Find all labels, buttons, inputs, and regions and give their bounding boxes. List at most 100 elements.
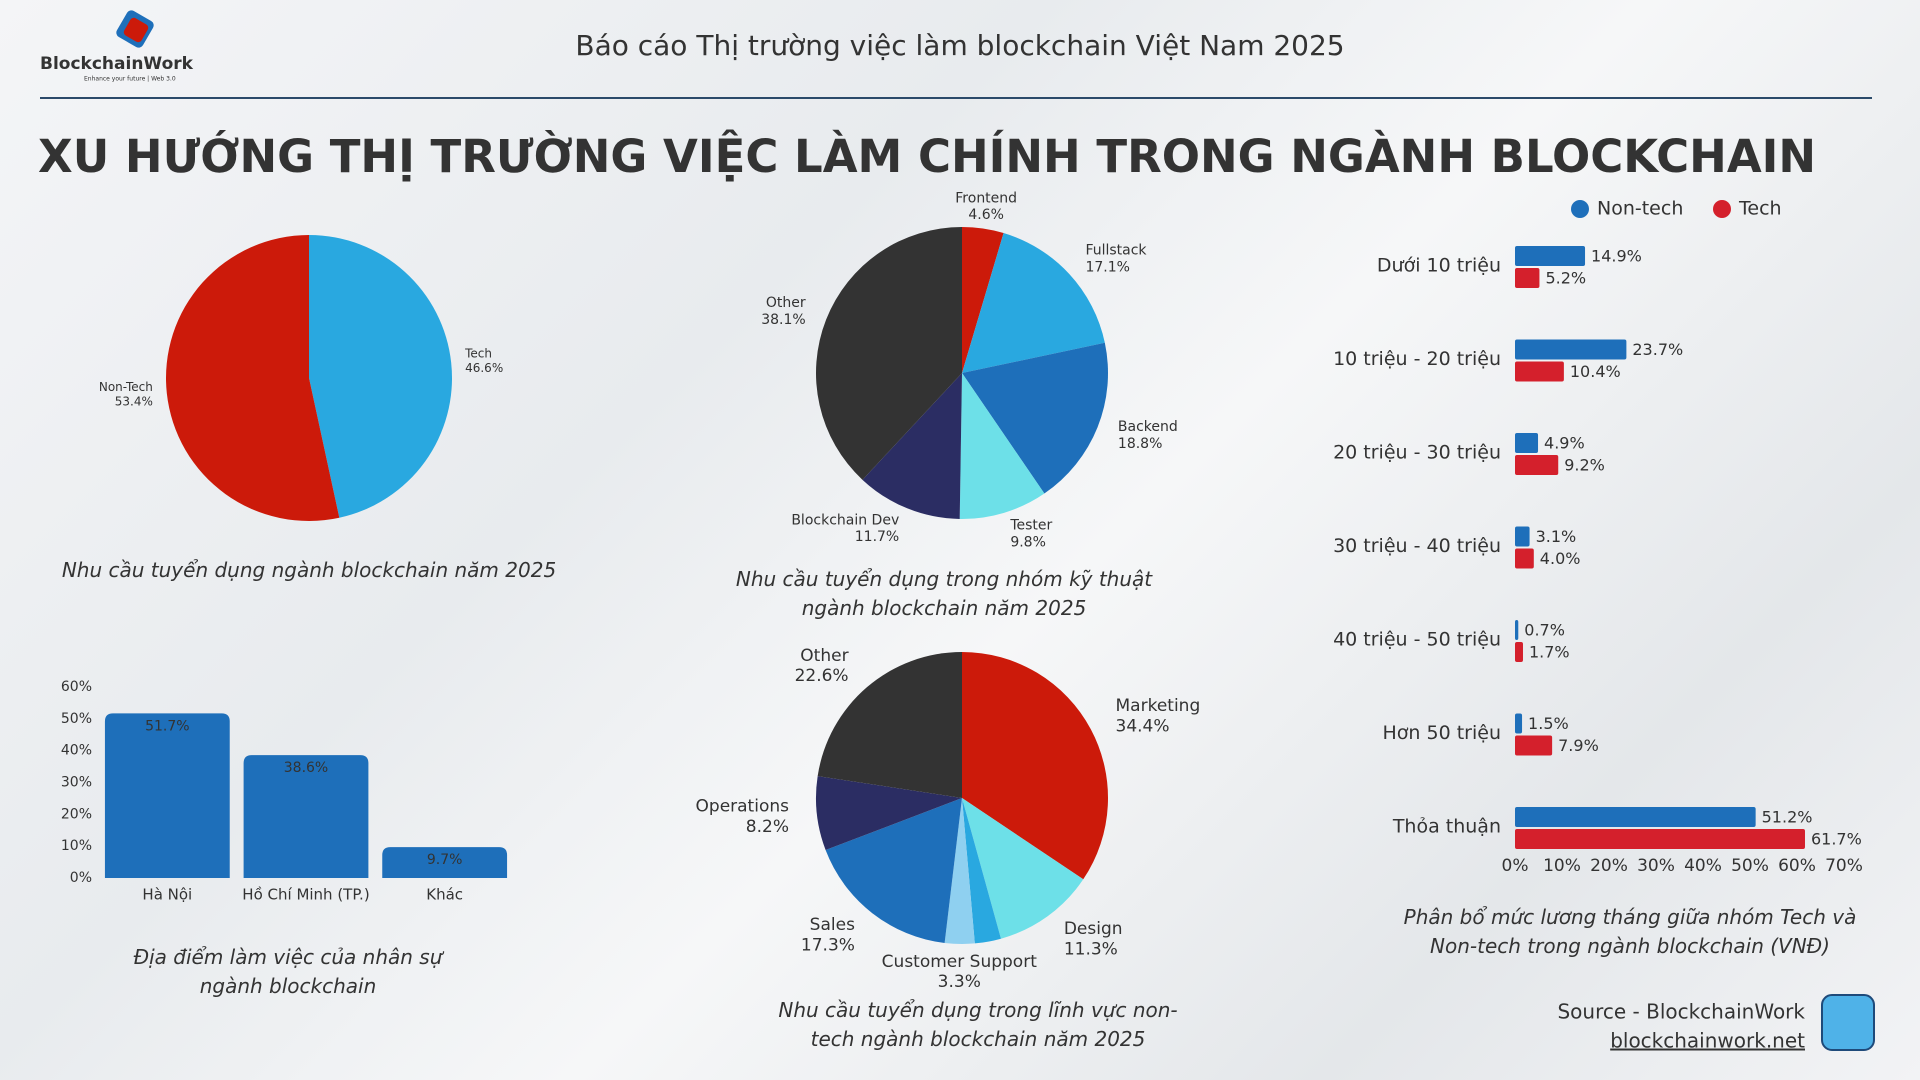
y-tick-label: 10%	[61, 838, 92, 854]
source-url[interactable]: blockchainwork.net	[1610, 1029, 1805, 1053]
pie-slice	[944, 798, 975, 944]
slice-label: Fullstack	[1085, 243, 1147, 259]
x-tick-label: Khác	[426, 886, 463, 904]
main-title: XU HƯỚNG THỊ TRƯỜNG VIỆC LÀM CHÍNH TRONG…	[38, 130, 1816, 183]
slice-label: Tester	[1009, 517, 1052, 533]
y-tick-label: 60%	[61, 679, 92, 695]
bar	[1515, 548, 1534, 569]
slice-value: 22.6%	[795, 666, 849, 686]
bar	[1515, 361, 1564, 382]
bar-value-label: 0.7%	[1524, 621, 1565, 640]
legend-marker	[1571, 200, 1589, 218]
mascot	[1821, 994, 1875, 1051]
y-tick-label: 0%	[70, 870, 92, 886]
slice-value: 17.3%	[801, 935, 855, 955]
bar	[1515, 455, 1559, 475]
category-label: Hơn 50 triệu	[1383, 722, 1501, 744]
bar-value-label: 1.7%	[1529, 643, 1570, 662]
pie-slice	[962, 342, 1108, 494]
bar-value-label: 23.7%	[1632, 340, 1683, 359]
pie-slice	[816, 776, 962, 851]
y-tick-label: 50%	[61, 711, 92, 727]
bar-value-label: 51.7%	[145, 718, 189, 734]
bar	[1515, 433, 1539, 453]
x-tick-label: 20%	[1590, 856, 1628, 876]
slice-value: 53.4%	[115, 394, 153, 408]
slice-label: Customer Support	[882, 952, 1038, 972]
slice-label: Tech	[464, 347, 492, 361]
x-tick-label: 40%	[1684, 856, 1722, 876]
pie-slice	[959, 373, 1045, 519]
bar-value-label: 5.2%	[1545, 269, 1586, 288]
slice-label: Operations	[696, 796, 790, 816]
slice-value: 11.7%	[855, 529, 899, 545]
y-tick-label: 30%	[61, 775, 92, 791]
logo: BlockchainWork Enhance your future | Web…	[40, 10, 194, 83]
bar-value-label: 14.9%	[1591, 247, 1642, 266]
bar-value-label: 9.2%	[1564, 456, 1605, 475]
chart-caption: Phân bổ mức lương tháng giữa nhóm Tech v…	[1403, 905, 1857, 958]
x-tick-label: 0%	[1502, 856, 1529, 876]
slice-label: Design	[1064, 919, 1123, 939]
x-tick-label: 30%	[1637, 856, 1675, 876]
pie-slice	[825, 798, 962, 943]
bar	[1515, 735, 1553, 756]
bar	[1515, 642, 1523, 662]
slice-label: Other	[800, 646, 848, 666]
x-tick-label: Hà Nội	[142, 886, 192, 904]
pie-slice	[165, 235, 340, 521]
x-tick-label: 60%	[1778, 856, 1816, 876]
slice-value: 18.8%	[1118, 436, 1162, 452]
bar	[1515, 526, 1530, 547]
slice-value: 3.3%	[938, 972, 981, 992]
y-tick-label: 40%	[61, 743, 92, 759]
pie-slice	[962, 233, 1105, 373]
bar	[1515, 620, 1519, 640]
chart-caption: Nhu cầu tuyển dụng trong lĩnh vực non-te…	[778, 998, 1178, 1051]
pie-slice	[309, 235, 452, 518]
pie-slice	[962, 227, 1004, 373]
slice-label: Sales	[810, 915, 855, 935]
logo-text: BlockchainWork	[40, 54, 194, 74]
footer: Source - BlockchainWork blockchainwork.n…	[1557, 994, 1875, 1053]
pie-slice	[962, 798, 1084, 939]
legend-label: Tech	[1738, 198, 1782, 220]
bar-value-label: 4.9%	[1544, 434, 1585, 453]
bar	[104, 713, 230, 878]
pie-slice	[816, 227, 962, 480]
y-tick-label: 20%	[61, 806, 92, 822]
bar	[382, 847, 508, 878]
bar	[1515, 829, 1805, 849]
chart-caption: Nhu cầu tuyển dụng trong nhóm kỹ thuật n…	[735, 567, 1153, 620]
pie-slice	[862, 373, 962, 519]
header-title: Báo cáo Thị trường việc làm blockchain V…	[575, 29, 1344, 62]
slice-value: 4.6%	[968, 207, 1004, 223]
bar-value-label: 38.6%	[284, 760, 328, 776]
bar	[1515, 246, 1586, 266]
bar	[1515, 713, 1523, 734]
slice-value: 17.1%	[1085, 259, 1129, 275]
bar-value-label: 1.5%	[1528, 714, 1569, 733]
x-tick-label: 50%	[1731, 856, 1769, 876]
bar	[1515, 807, 1756, 827]
legend-marker	[1713, 200, 1731, 218]
bar	[1515, 339, 1627, 360]
bar-value-label: 9.7%	[427, 852, 463, 868]
slice-value: 38.1%	[761, 312, 805, 328]
bar-value-label: 61.7%	[1811, 830, 1862, 849]
bar-value-label: 10.4%	[1570, 362, 1621, 381]
category-label: Dưới 10 triệu	[1377, 255, 1501, 277]
chart-caption: Nhu cầu tuyển dụng ngành blockchain năm …	[61, 558, 557, 582]
pie-slice	[962, 798, 1001, 944]
x-tick-label: 70%	[1825, 856, 1863, 876]
x-tick-label: Hồ Chí Minh (TP.)	[242, 886, 369, 904]
slice-label: Blockchain Dev	[791, 512, 899, 528]
logo-icon	[123, 17, 149, 43]
category-label: 10 triệu - 20 triệu	[1333, 348, 1501, 370]
legend-label: Non-tech	[1597, 198, 1683, 220]
slice-value: 8.2%	[746, 817, 789, 837]
x-tick-label: 10%	[1543, 856, 1581, 876]
slice-label: Backend	[1118, 419, 1178, 435]
